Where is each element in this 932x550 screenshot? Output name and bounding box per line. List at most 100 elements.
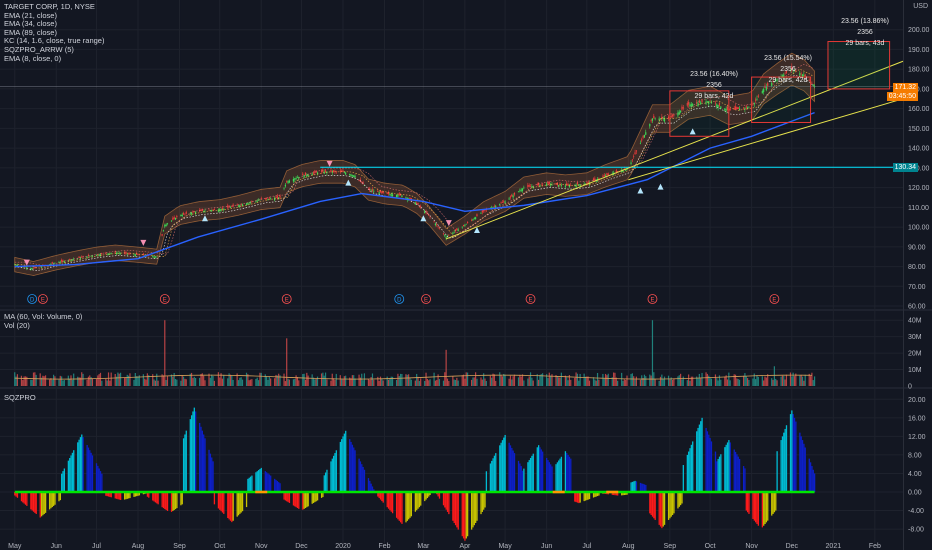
- sqz-bar: [716, 461, 718, 492]
- sqz-bar: [343, 433, 346, 492]
- sqz-bar: [295, 492, 297, 508]
- sqz-bar: [101, 473, 103, 492]
- legend-ema89[interactable]: EMA (89, close): [4, 27, 57, 37]
- candle-body: [106, 253, 108, 255]
- volume-bar: [461, 375, 463, 386]
- volume-bar: [232, 379, 234, 386]
- candle-body: [61, 259, 63, 262]
- legend-symbol[interactable]: TARGET CORP, 1D, NYSE: [4, 2, 95, 11]
- candle-body: [542, 183, 544, 185]
- volume-bar: [353, 375, 355, 386]
- legend-ema34[interactable]: EMA (34, close): [4, 19, 57, 29]
- volume-bar: [729, 380, 731, 386]
- sqz-bar: [239, 492, 241, 514]
- x-tick-label: Aug: [132, 543, 145, 550]
- sqz-bar: [78, 439, 80, 492]
- candle-body: [630, 162, 632, 165]
- sqz-bar: [598, 492, 600, 496]
- candle-body: [706, 101, 708, 102]
- sqz-bar: [185, 430, 187, 492]
- sqz-bar: [405, 492, 407, 523]
- volume-bar: [142, 374, 144, 386]
- sqz-bar: [203, 434, 205, 492]
- earnings-marker: [421, 294, 431, 304]
- sqz-bar: [653, 492, 655, 519]
- volume-bar: [594, 379, 596, 386]
- sqz-bar: [270, 475, 272, 492]
- dividend-marker: [394, 294, 405, 304]
- legend-sqzpro-arrw[interactable]: SQZPRO_ARRW (5): [4, 44, 74, 54]
- candle-body: [720, 106, 722, 109]
- sqz-bar: [733, 449, 735, 492]
- sqz-bar: [480, 492, 482, 515]
- legend-vol-ma[interactable]: MA (60, Vol: Volume, 0): [4, 312, 83, 321]
- candle-body: [480, 213, 482, 214]
- volume-bar: [812, 380, 814, 386]
- candle-body: [718, 102, 721, 106]
- volume-pane[interactable]: [14, 320, 816, 386]
- candle-body: [633, 156, 635, 158]
- volume-bar: [809, 376, 812, 386]
- candle-body: [417, 202, 419, 205]
- sqz-bar: [442, 492, 445, 506]
- volume-bar: [125, 377, 127, 386]
- price-pane[interactable]: ED E E D E E E E: [0, 41, 904, 304]
- measure-1-span: 29 bars, 42d: [694, 93, 734, 100]
- volume-bar: [345, 375, 347, 386]
- candle-body: [495, 205, 497, 208]
- sqzpro-legend[interactable]: SQZPRO: [4, 393, 36, 402]
- volume-bar: [69, 379, 71, 386]
- volume-bar: [429, 379, 431, 386]
- sqzpro-pane[interactable]: [14, 407, 816, 541]
- sqz-bar: [70, 455, 72, 492]
- sqz-bar: [531, 455, 533, 492]
- volume-bar: [358, 374, 360, 386]
- volume-bar: [70, 375, 72, 386]
- volume-bar: [307, 375, 309, 386]
- sqz-bar: [219, 492, 221, 510]
- sqz-bar: [62, 471, 64, 492]
- sqz-bar: [123, 492, 126, 500]
- sqz-bar: [119, 492, 122, 500]
- candle-body: [799, 73, 801, 76]
- volume-bar: [813, 376, 816, 386]
- candle-body: [650, 120, 652, 122]
- volume-bar: [476, 378, 478, 386]
- earnings-marker-label: E: [41, 297, 45, 303]
- sqz-bar: [813, 473, 816, 492]
- volume-bar: [475, 372, 477, 386]
- candle-body: [105, 252, 107, 254]
- candle-body: [176, 216, 178, 218]
- sqz-bar: [381, 492, 383, 502]
- legend-ema8[interactable]: EMA (8, close, 0): [4, 53, 62, 63]
- volume-bar: [30, 379, 32, 386]
- volume-bar: [688, 374, 690, 386]
- sqz-bar: [663, 492, 666, 525]
- candle-body: [200, 209, 202, 212]
- sqz-bar: [540, 449, 542, 492]
- candle-body: [445, 236, 447, 239]
- candle-body: [231, 206, 233, 207]
- candle-body: [220, 209, 222, 211]
- candle-body: [203, 210, 205, 212]
- volume-bar: [109, 380, 111, 386]
- candle-body: [729, 108, 731, 111]
- sqz-bar: [204, 438, 206, 492]
- volume-bar: [803, 380, 805, 386]
- price-tick-label: 180.00: [908, 67, 930, 74]
- sqz-bar: [791, 410, 793, 492]
- sqz-bar: [689, 448, 691, 492]
- legend-vol[interactable]: Vol (20): [4, 321, 30, 330]
- candle-body: [345, 172, 347, 175]
- sqz-bar: [484, 492, 486, 508]
- legend-ema21[interactable]: EMA (21, close): [4, 10, 57, 20]
- candle-body: [70, 259, 72, 262]
- sqz-bar: [586, 492, 588, 501]
- sqz-bar: [371, 486, 374, 492]
- volume-bar: [184, 378, 186, 386]
- volume-bar: [767, 374, 769, 386]
- candle-body: [698, 101, 700, 103]
- legend-kc[interactable]: KC (14, 1.6, close, true range): [4, 36, 105, 46]
- candle-body: [688, 101, 690, 105]
